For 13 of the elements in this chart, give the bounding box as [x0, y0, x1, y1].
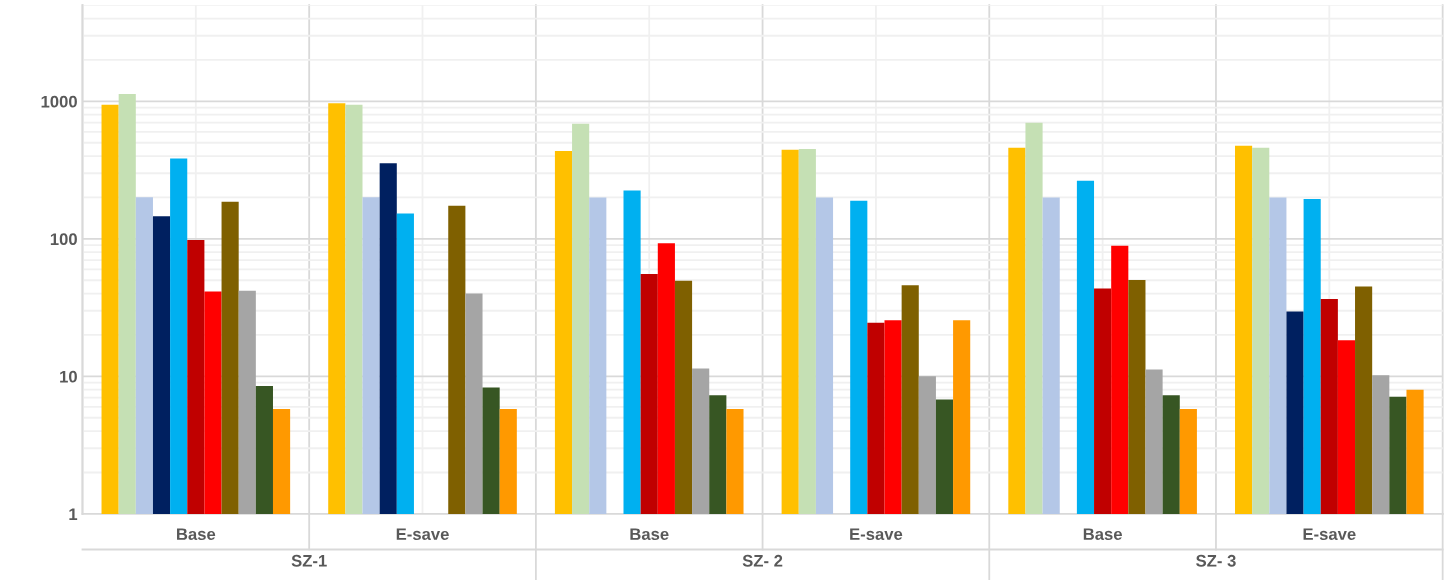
- y-tick-label: 10: [60, 370, 77, 383]
- text: SZ- 2: [742, 554, 783, 567]
- x-tick-label: E-save: [850, 528, 903, 541]
- text: SZ- 3: [1196, 554, 1236, 567]
- x-tick-label: E-save: [396, 528, 449, 541]
- text: SZ-1: [291, 554, 327, 567]
- x-tick-label: Base: [177, 528, 216, 541]
- y-tick-label: 100: [50, 233, 77, 246]
- y-tick-label: 1: [69, 508, 78, 520]
- x-tick-label: Base: [1083, 528, 1122, 541]
- y-tick-label: 1000: [41, 95, 77, 108]
- x-tick-label: E-save: [1303, 528, 1356, 541]
- x-tick-label: Base: [630, 528, 669, 541]
